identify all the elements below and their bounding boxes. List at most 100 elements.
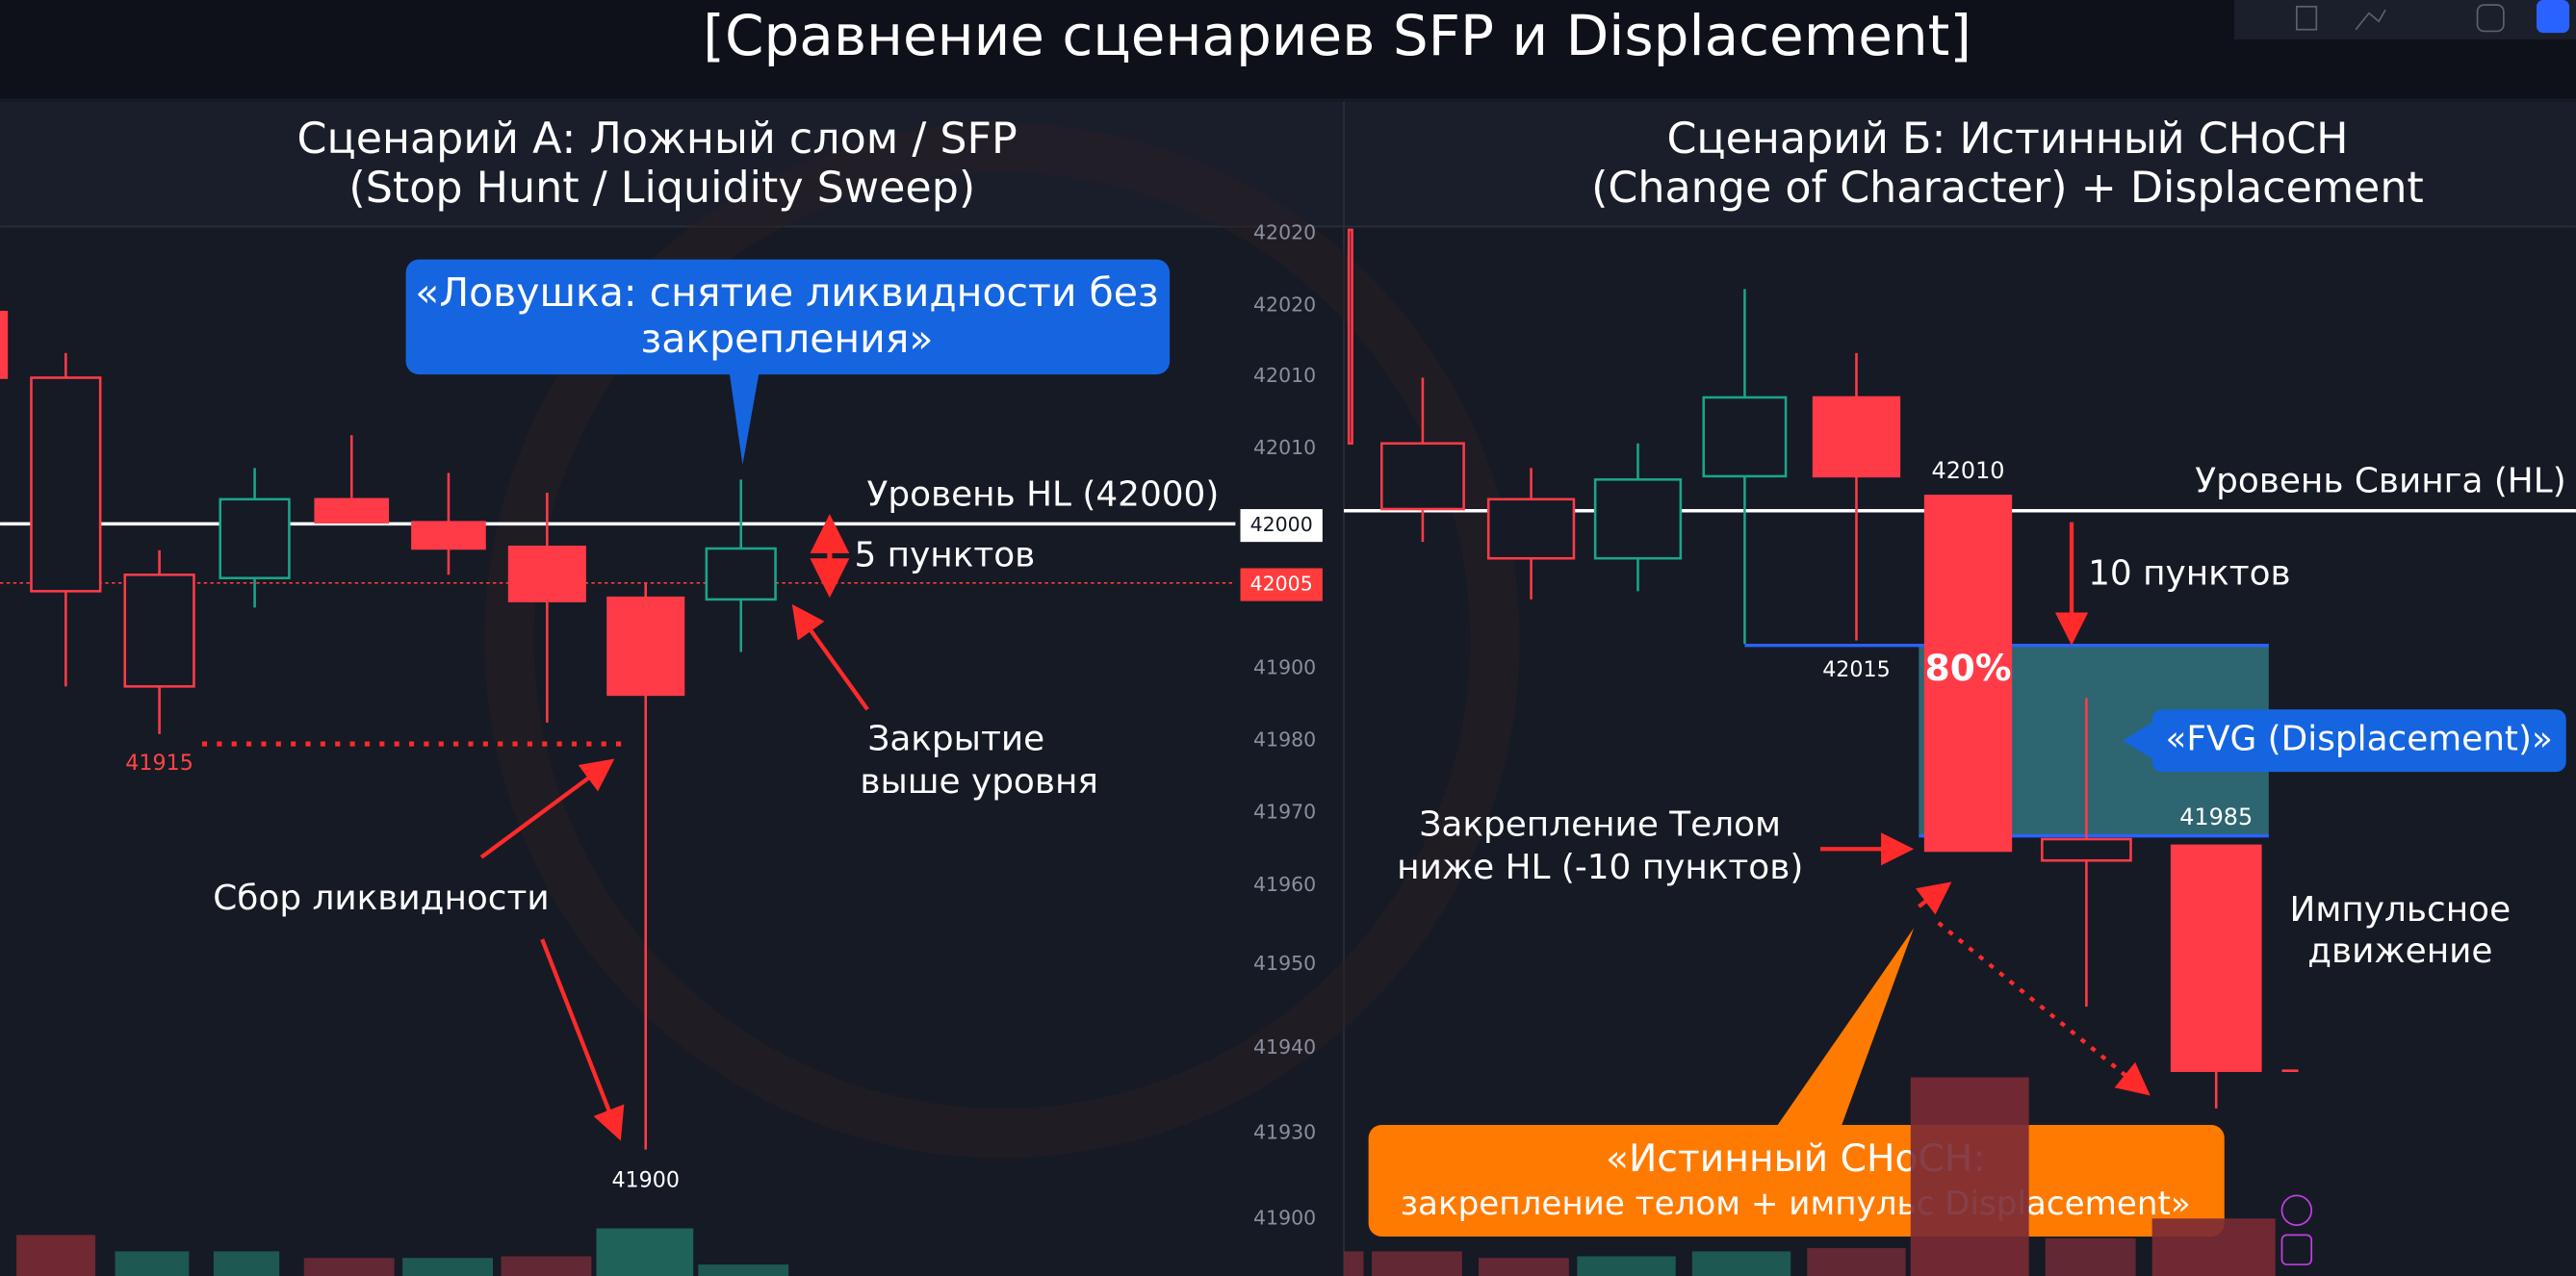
level-label: Уровень HL (42000): [867, 474, 1220, 514]
candle-body: [2041, 837, 2132, 862]
price-tag: [1240, 568, 1323, 601]
candle-body: [1923, 495, 2013, 853]
note: Закрепление Телом: [1419, 804, 1781, 844]
price-tag: [1240, 509, 1323, 543]
note: выше уровня: [860, 762, 1098, 802]
tool-icon[interactable]: [2536, 0, 2570, 34]
volume-bar: [1372, 1251, 1462, 1276]
candle-body: [30, 376, 102, 593]
volume-bar: [303, 1258, 395, 1276]
axis-label: 41900: [1253, 656, 1316, 679]
price-tag-label: 42000: [1250, 513, 1313, 536]
volume-bar: [1910, 1077, 2029, 1276]
note: Закрытие: [867, 720, 1044, 759]
axis-label: 41900: [1253, 1206, 1316, 1229]
candle-body: [2170, 844, 2262, 1072]
price-label: 42015: [1822, 657, 1891, 682]
note: ниже HL (-10 пунктов): [1397, 848, 1803, 887]
volume-bar: [402, 1258, 494, 1276]
candle-body: [314, 498, 390, 523]
candle-body: [411, 521, 486, 550]
candle-body: [705, 547, 777, 601]
volume-bar: [115, 1251, 190, 1276]
candle-body: [1347, 228, 1353, 446]
header-band: [0, 101, 2576, 227]
candle-body: [507, 546, 586, 602]
price-label: 42010: [1932, 457, 2005, 484]
left-panel: «Ловушка: снятие ликвидности без закрепл…: [0, 259, 1236, 1193]
volume-bar: [596, 1228, 694, 1276]
fvg-text: «FVG (Displacement)»: [2165, 720, 2552, 759]
price-label: 41900: [611, 1168, 680, 1193]
callout-text: закрепления»: [641, 316, 934, 362]
axis-label: 42010: [1253, 436, 1316, 459]
volume-bar: [501, 1256, 592, 1276]
price-tag-label: 42005: [1250, 573, 1313, 596]
tool-icon[interactable]: [2295, 5, 2318, 31]
distance-label: 5 пунктов: [854, 536, 1035, 575]
volume-bar: [16, 1235, 96, 1276]
body-percent: 80%: [1925, 647, 2012, 689]
volume-bar: [2151, 1218, 2276, 1276]
axis-label: 41980: [1253, 728, 1316, 752]
volume-bar: [2045, 1238, 2136, 1276]
tool-icon[interactable]: [2476, 4, 2505, 33]
panel-heading: (Stop Hunt / Liquidity Sweep): [348, 164, 975, 213]
panel-heading: Сценарий Б: Истинный CHoCH: [1666, 115, 2348, 164]
volume-bar: [213, 1251, 280, 1276]
volume-bar: [698, 1264, 789, 1276]
panel-heading: Сценарий А: Ложный слом / SFP: [297, 115, 1018, 164]
icon[interactable]: [2280, 1234, 2313, 1265]
note: Сбор ликвидности: [213, 879, 549, 918]
right-panel: Уровень Свинга (HL) 42010 42015 80% 10 п…: [1344, 228, 2576, 1265]
arrow: [1937, 921, 2151, 1096]
icon[interactable]: [2280, 1194, 2313, 1226]
volume-bar: [1344, 1251, 1364, 1276]
volume-bar: [1691, 1251, 1791, 1276]
axis-label: 41950: [1253, 952, 1316, 975]
axis-label: 42020: [1253, 293, 1316, 316]
candle-body: [1379, 442, 1465, 511]
callout-pointer: [729, 372, 760, 465]
fvg-box: [2151, 709, 2566, 773]
axis-label: 42020: [1253, 220, 1316, 243]
axis-label: 41970: [1253, 801, 1316, 824]
callout-box: [405, 259, 1171, 375]
candle-body: [606, 596, 685, 697]
axis-label: 41960: [1253, 873, 1316, 896]
axis-label: 42010: [1253, 364, 1316, 387]
fvg-pointer: [2122, 722, 2152, 759]
candle-body: [219, 498, 291, 579]
arrow: [540, 938, 625, 1141]
callout-text: «Ловушка: снятие ликвидности без: [415, 269, 1158, 316]
candle-body: [1593, 478, 1683, 560]
page-title: [Сравнение сценариев SFP и Displacement]: [703, 3, 1971, 68]
toolbar: [2233, 0, 2576, 39]
volume-bar: [1478, 1258, 1569, 1276]
distance-label: 10 пунктов: [2088, 553, 2291, 593]
level-label: Уровень Свинга (HL): [2195, 462, 2565, 501]
panel-heading: (Change of Character) + Displacement: [1591, 164, 2424, 213]
arrow: [791, 603, 869, 711]
candle-body: [1486, 498, 1576, 560]
toolbar-bg[interactable]: [2233, 0, 2576, 39]
callout-text: закрепление телом + импульс Displacement…: [1401, 1185, 2191, 1223]
candle-body: [123, 574, 195, 688]
axis-label: 41930: [1253, 1121, 1316, 1144]
arrow: [1915, 881, 1952, 915]
candle-body: [1702, 396, 1788, 478]
arrow: [479, 758, 615, 859]
candle-body: [0, 310, 9, 379]
watermark: [484, 122, 1520, 1159]
price-label: 41915: [125, 751, 193, 776]
price-label: 41985: [2179, 804, 2253, 830]
note: Импульсное: [2290, 890, 2512, 930]
note: движение: [2307, 931, 2492, 971]
tool-icon[interactable]: [2355, 9, 2386, 31]
candle-body: [1812, 396, 1901, 478]
volume-bar: [1807, 1247, 1906, 1276]
axis-label: 41940: [1253, 1035, 1316, 1059]
volume-bar: [1577, 1256, 1676, 1276]
title-bar: [0, 0, 2576, 99]
